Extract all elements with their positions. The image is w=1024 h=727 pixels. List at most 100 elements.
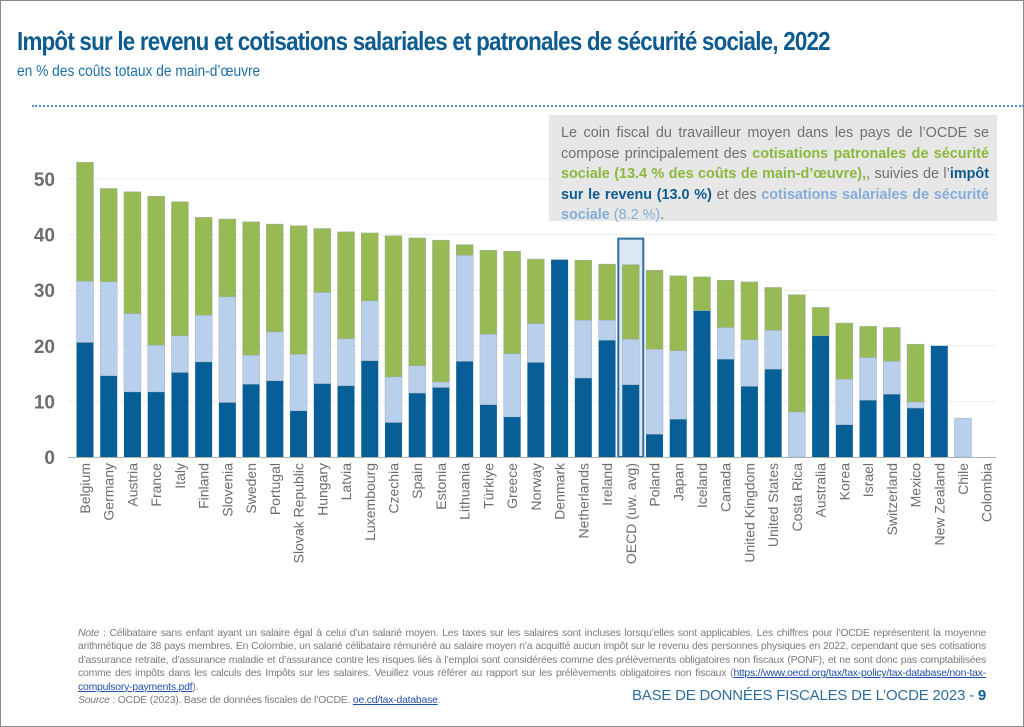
x-tick-label: Colombia (979, 463, 995, 522)
x-tick-label: Austria (124, 463, 140, 507)
income-tax-segment (290, 410, 308, 457)
employee-ssc-segment (906, 401, 925, 409)
employer-ssc-segment (266, 223, 284, 333)
employer-ssc-segment (123, 191, 142, 314)
x-tick-label: Canada (718, 463, 734, 512)
income-tax-segment (76, 342, 94, 457)
note-end: ). (192, 681, 199, 693)
bar-group (645, 269, 664, 457)
x-tick-label: Chile (955, 463, 971, 495)
bar-group (693, 276, 711, 457)
bar-group (100, 188, 118, 457)
callout-text-and: et des (711, 186, 762, 203)
x-tick-label: Estonia (433, 463, 449, 510)
x-tick-label: Czechia (385, 463, 401, 514)
y-tick-label: 0 (44, 448, 55, 469)
x-tick-label: Greece (504, 463, 520, 509)
bar-group (717, 279, 735, 457)
employee-ssc-segment (835, 378, 854, 425)
income-tax-segment (432, 387, 450, 457)
y-axis: 0 10 20 30 40 50 (34, 170, 55, 469)
employer-ssc-segment (669, 275, 687, 352)
employer-ssc-segment (194, 217, 213, 316)
income-tax-segment (503, 416, 521, 457)
employee-ssc-segment (717, 327, 735, 360)
employer-ssc-segment (503, 251, 521, 354)
tax-database-link[interactable]: oe.cd/tax-database (352, 695, 438, 707)
non-tax-payments-link[interactable]: https://www.oecd.org/tax/tax-policy/tax-… (78, 668, 986, 693)
x-tick-label: Hungary (314, 463, 330, 516)
y-tick-label: 40 (34, 226, 55, 247)
employer-ssc-segment (479, 249, 498, 335)
employee-ssc-segment (76, 281, 94, 343)
bar-group (432, 239, 450, 457)
employer-ssc-segment (313, 228, 331, 293)
x-tick-label: Luxembourg (362, 463, 378, 541)
bar-group (361, 232, 379, 457)
employer-ssc-segment (622, 264, 640, 340)
employee-ssc-segment (432, 381, 450, 388)
bar-group (123, 191, 142, 457)
employee-ssc-segment (598, 320, 616, 341)
bar-group (906, 343, 925, 457)
x-tick-label: Australia (813, 463, 829, 518)
page-footer: BASE DE DONNÉES FISCALES DE L’OCDE 2023 … (632, 687, 986, 704)
page-number: 9 (977, 687, 986, 704)
income-tax-segment (598, 340, 616, 457)
employee-ssc-segment (503, 353, 521, 418)
income-tax-segment (740, 386, 758, 457)
employee-ssc-segment (361, 300, 379, 362)
employee-ssc-segment (669, 350, 687, 420)
bar-group (764, 287, 782, 457)
employee-ssc-segment (527, 323, 545, 363)
employer-ssc-segment (455, 244, 474, 256)
income-tax-segment (835, 424, 853, 457)
x-tick-label: United States (765, 463, 781, 547)
employee-ssc-segment (788, 411, 806, 458)
employee-ssc-segment (574, 320, 593, 379)
bar-group (883, 327, 901, 457)
x-tick-label: Belgium (77, 463, 93, 514)
note-text: : Célibataire sans enfant ayant un salai… (78, 628, 986, 680)
employer-ssc-segment (859, 326, 877, 358)
bar-group (740, 281, 759, 457)
income-tax-segment (171, 372, 189, 457)
employer-ssc-segment (574, 259, 593, 321)
employer-ssc-segment (289, 225, 308, 355)
stacked-bar-chart: 0 10 20 30 40 50 Belgium Germany Austria France I… (34, 162, 996, 564)
income-tax-segment (313, 383, 331, 457)
employee-ssc-segment (479, 333, 498, 405)
employer-ssc-segment (527, 258, 545, 324)
x-tick-label: Portugal (267, 463, 283, 515)
employee-ssc-segment (123, 313, 142, 393)
x-tick-label: Netherlands (575, 463, 591, 539)
x-tick-label: Mexico (908, 463, 924, 508)
x-tick-label: Slovak Republic (291, 463, 307, 563)
bar-group (218, 218, 237, 457)
callout-employer-comma: , (862, 166, 867, 182)
employer-ssc-segment (883, 327, 901, 362)
bar-group (289, 225, 308, 457)
callout-text-mid: , suivies de l’ (866, 166, 950, 182)
employer-ssc-segment (171, 201, 189, 336)
bar-group (171, 201, 189, 457)
bar-group (930, 345, 948, 457)
income-tax-segment (361, 360, 379, 457)
bar-group (669, 275, 687, 457)
x-tick-label: Türkiye (480, 463, 496, 509)
employer-ssc-segment (788, 294, 806, 413)
x-tick-label: Ireland (599, 463, 615, 506)
income-tax-segment (574, 378, 592, 457)
income-tax-segment (218, 402, 236, 457)
source-end: . (437, 695, 441, 707)
callout-box: Le coin fiscal du travailleur moyen dans… (549, 115, 997, 223)
note-label: Note (78, 628, 100, 639)
bar-group (384, 235, 403, 457)
bar-group (788, 294, 806, 458)
bar-group (574, 259, 593, 457)
income-tax-segment (384, 422, 402, 457)
x-tick-label: OECD (uw. avg) (623, 463, 639, 564)
x-tick-label: Japan (670, 463, 686, 501)
bar-group (598, 263, 616, 457)
x-tick-label: Norway (528, 463, 544, 510)
